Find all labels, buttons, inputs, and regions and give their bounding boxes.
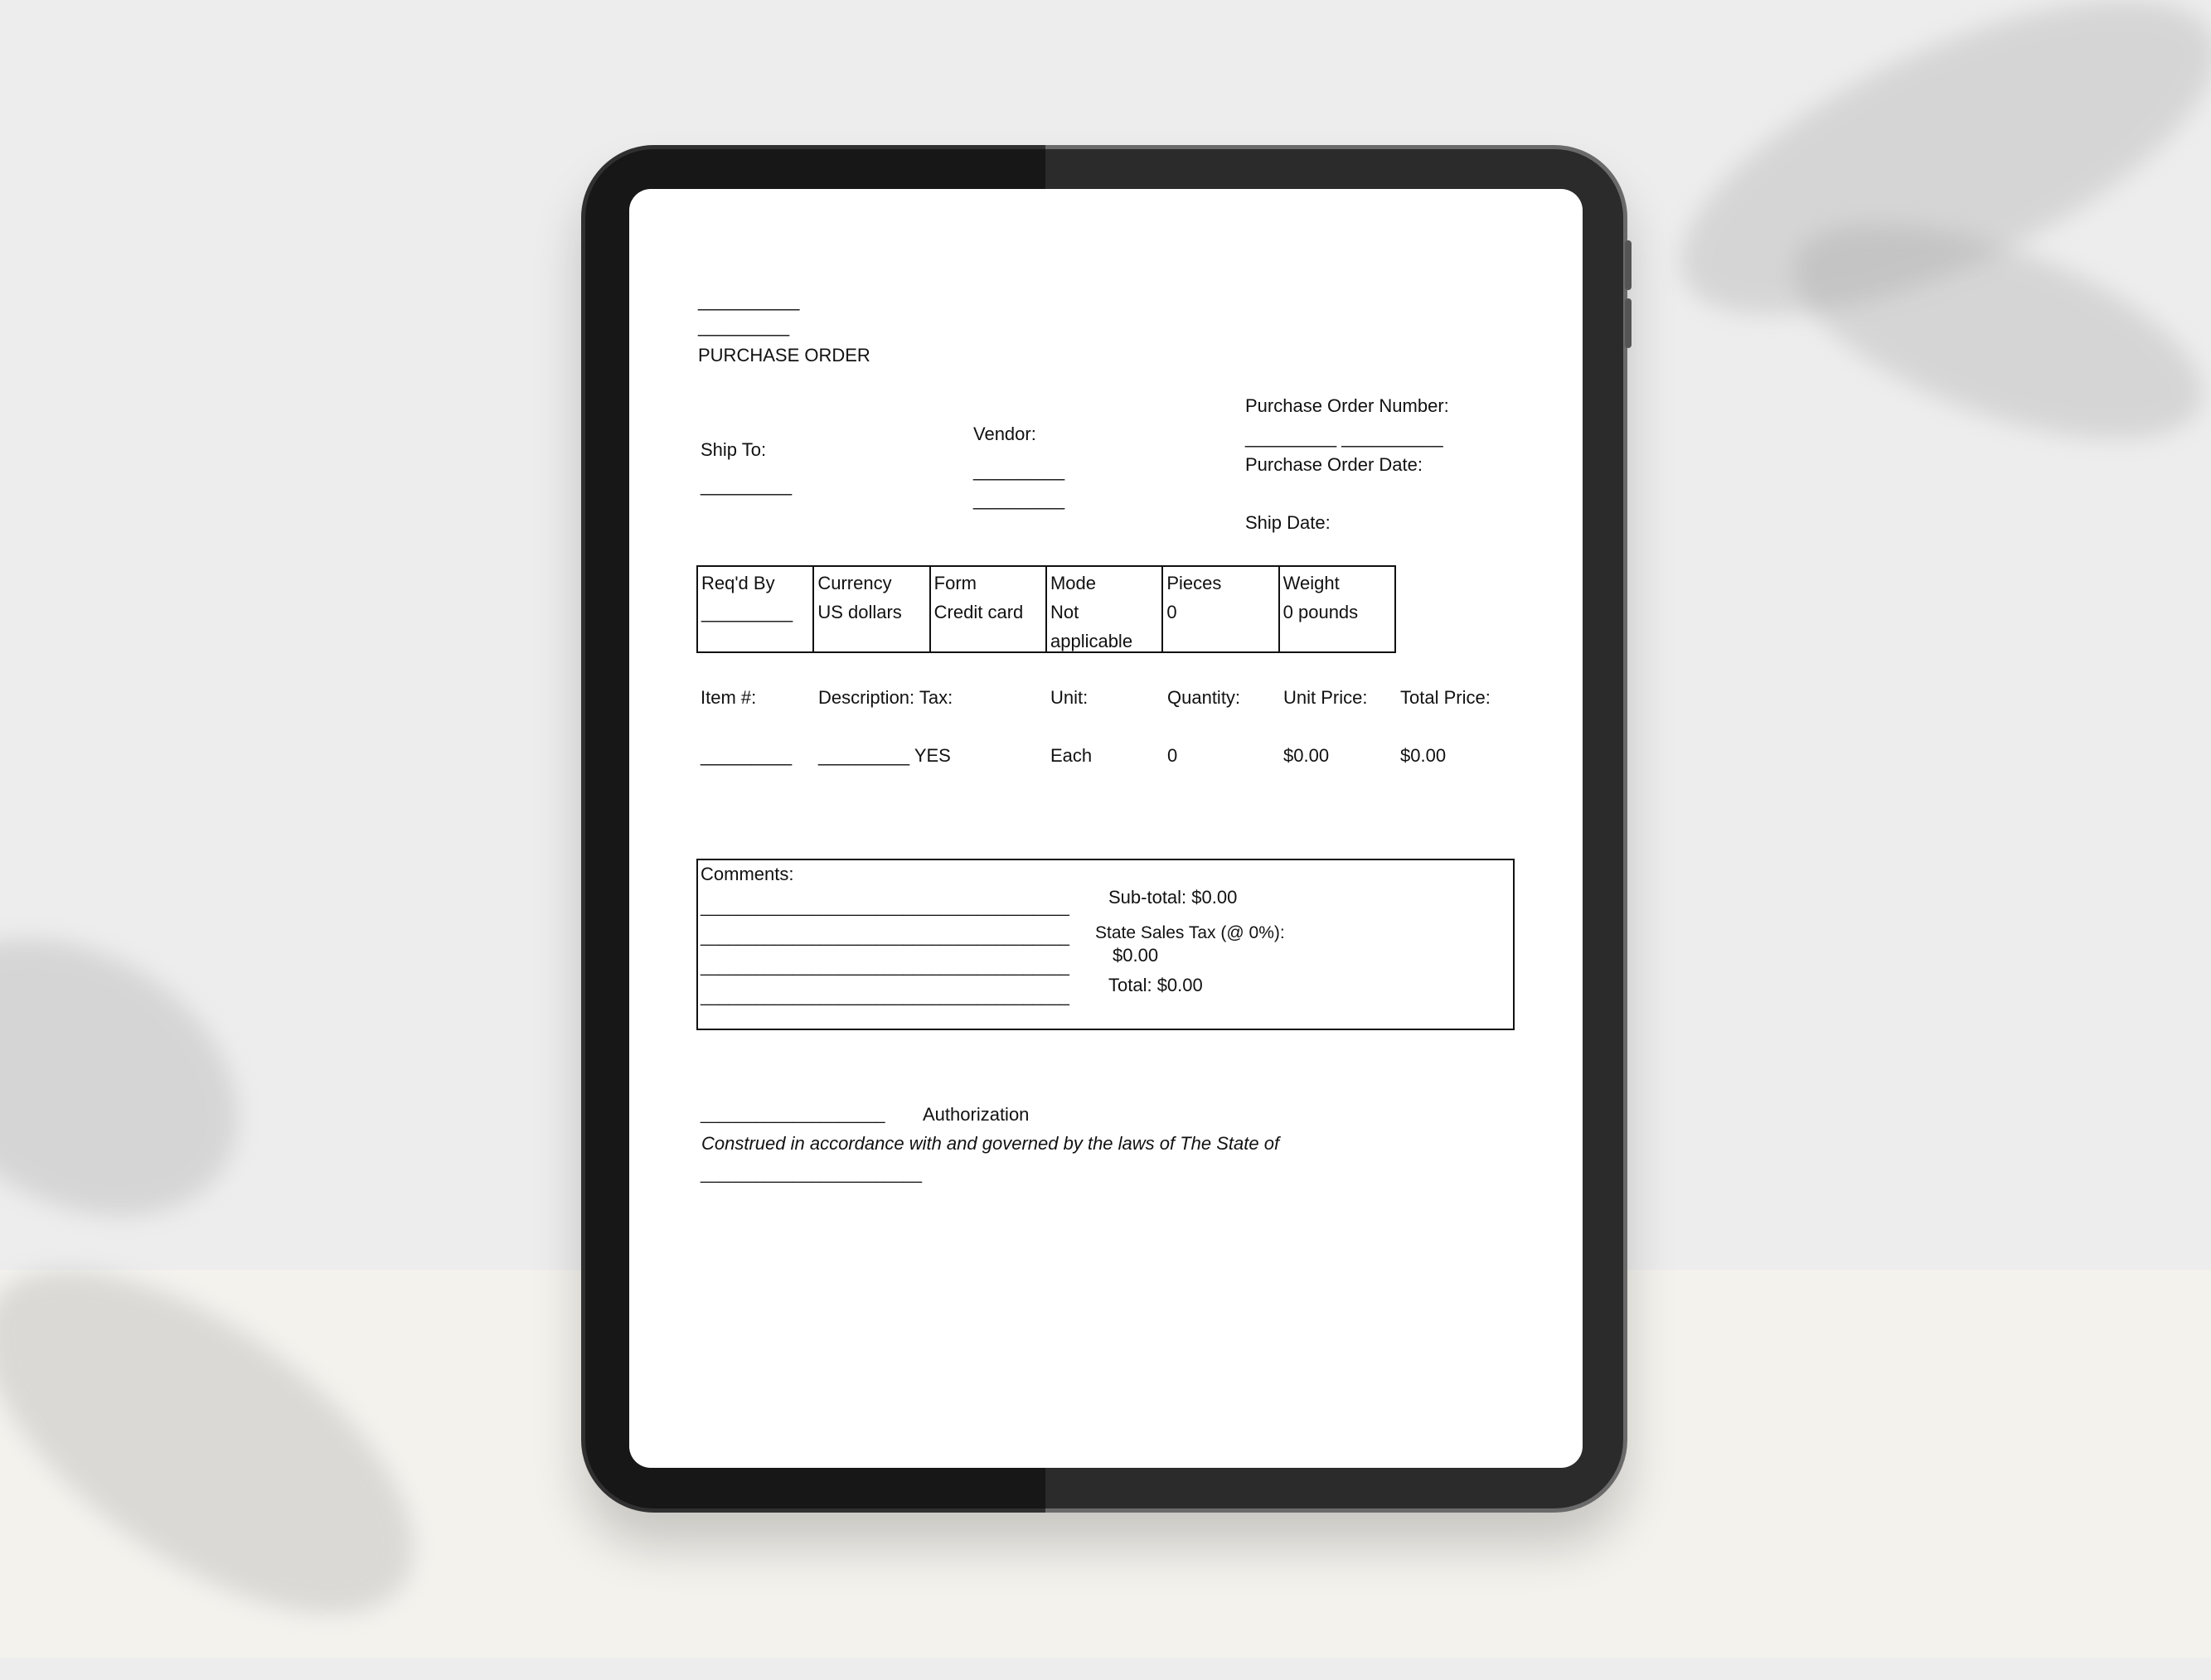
comment-line-2: ________________________________________ [701, 928, 1069, 947]
item-row-total-price: $0.00 [1400, 745, 1447, 766]
info-label: Mode [1050, 573, 1097, 593]
comments-box [696, 859, 1515, 1030]
items-header-description-tax: Description: Tax: [818, 687, 953, 708]
info-cell-currency: Currency US dollars [814, 567, 931, 651]
info-cell-pieces: Pieces 0 [1163, 567, 1280, 651]
comment-line-4: ________________________________________ [701, 988, 1069, 1006]
info-cell-reqd-by: Req'd By _________ [698, 567, 815, 651]
comments-label: Comments: [701, 864, 794, 884]
header-blank-2: _________ [698, 316, 790, 336]
vendor-label: Vendor: [973, 424, 1036, 444]
info-label: Currency [817, 573, 892, 593]
ship-to-value: _________ [701, 475, 793, 496]
ship-date-label: Ship Date: [1245, 512, 1331, 533]
sales-tax-value: $0.00 [1113, 945, 1159, 966]
info-label: Pieces [1166, 573, 1222, 593]
subtotal: Sub-total: $0.00 [1108, 887, 1238, 908]
sales-tax-label: State Sales Tax (@ 0%): [1095, 923, 1285, 942]
item-row-description-tax: _________ YES [818, 745, 951, 766]
total: Total: $0.00 [1108, 975, 1203, 995]
authorization-line: ____________________ [701, 1106, 885, 1124]
po-date-label: Purchase Order Date: [1245, 454, 1423, 475]
item-row-unit-price: $0.00 [1283, 745, 1330, 766]
document-title: PURCHASE ORDER [698, 345, 870, 366]
items-header-unit: Unit: [1050, 687, 1089, 708]
po-number-label: Purchase Order Number: [1245, 395, 1449, 416]
info-value: 0 pounds [1282, 602, 1359, 622]
vendor-line-2: _________ [973, 489, 1065, 510]
authorization-label: Authorization [923, 1104, 1030, 1125]
tablet-screen [629, 189, 1583, 1468]
comment-line-3: ________________________________________ [701, 958, 1069, 976]
items-header-unit-price: Unit Price: [1283, 687, 1368, 708]
order-info-table: Req'd By _________ Currency US dollars For… [696, 565, 1396, 653]
po-number-value: _________ __________ [1245, 427, 1443, 448]
header-blank-1: __________ [698, 290, 800, 311]
ship-to-label: Ship To: [701, 439, 767, 460]
info-value: Credit card [933, 602, 1024, 622]
vendor-line-1: _________ [973, 460, 1065, 481]
volume-button [1625, 240, 1632, 290]
item-row-item: _________ [701, 745, 793, 766]
comment-line-1: ________________________________________ [701, 898, 1069, 917]
items-header-total-price: Total Price: [1400, 687, 1491, 708]
info-label: Req'd By [701, 573, 775, 593]
info-cell-weight: Weight 0 pounds [1280, 567, 1394, 651]
items-header-item: Item #: [701, 687, 757, 708]
info-value: US dollars [817, 602, 902, 622]
palm-shadow-bottom-left [0, 883, 288, 1272]
items-header-quantity: Quantity: [1167, 687, 1241, 708]
governing-law-blank: ________________________ [701, 1165, 922, 1184]
info-value: _________ [701, 602, 793, 622]
info-cell-form: Form Credit card [931, 567, 1047, 651]
info-value: Not applicable [1050, 602, 1133, 651]
info-label: Weight [1282, 573, 1340, 593]
info-value: 0 [1166, 602, 1177, 622]
item-row-unit: Each [1050, 745, 1093, 766]
volume-button-2 [1625, 298, 1632, 348]
info-cell-mode: Mode Not applicable [1047, 567, 1164, 651]
governing-law-text: Construed in accordance with and governe… [701, 1133, 1280, 1154]
item-row-quantity: 0 [1167, 745, 1178, 766]
info-label: Form [933, 573, 977, 593]
